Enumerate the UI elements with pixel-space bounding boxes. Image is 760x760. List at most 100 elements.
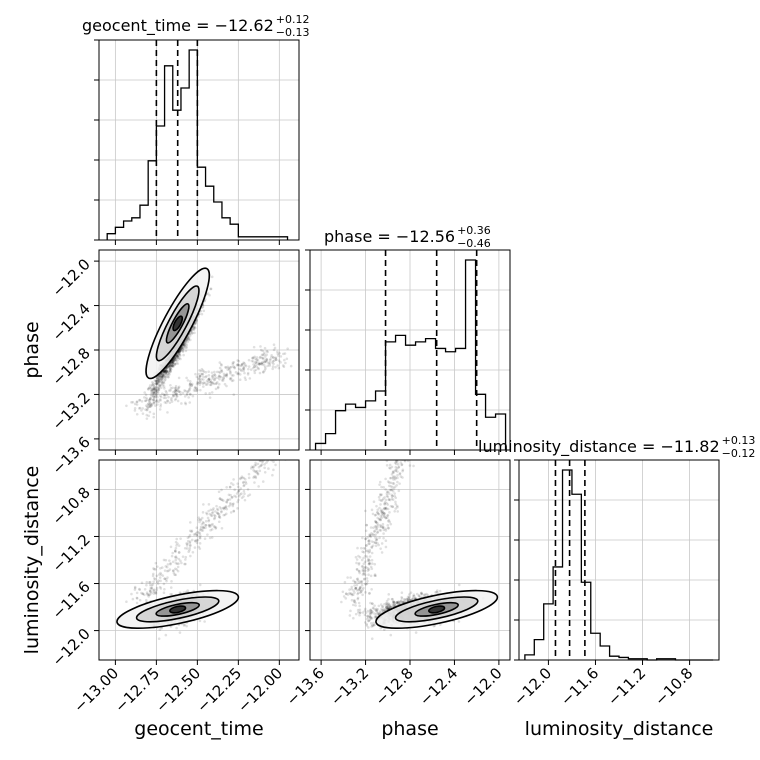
sample-point bbox=[232, 509, 236, 513]
sample-point bbox=[234, 370, 238, 374]
sample-point bbox=[146, 403, 150, 406]
sample-point bbox=[168, 367, 172, 371]
sample-point bbox=[260, 361, 264, 364]
sample-point bbox=[181, 349, 185, 353]
sample-point bbox=[258, 456, 261, 459]
sample-point bbox=[154, 591, 157, 594]
sample-point bbox=[368, 611, 372, 614]
sample-point bbox=[228, 485, 232, 489]
sample-point bbox=[146, 408, 149, 411]
sample-point bbox=[155, 376, 159, 380]
sample-point bbox=[135, 400, 139, 404]
sample-point bbox=[214, 527, 217, 530]
sample-point bbox=[208, 396, 212, 399]
sample-point bbox=[274, 365, 277, 369]
sample-point bbox=[202, 375, 205, 379]
sample-point bbox=[232, 374, 235, 377]
sample-point bbox=[244, 364, 248, 368]
sample-point bbox=[202, 526, 206, 530]
histogram-geocent_time bbox=[106, 49, 289, 240]
sample-point bbox=[276, 364, 279, 367]
sample-point bbox=[151, 392, 155, 396]
sample-point bbox=[173, 573, 176, 577]
sample-point bbox=[148, 589, 152, 592]
sample-point bbox=[175, 354, 179, 358]
sample-point bbox=[162, 373, 166, 377]
sample-point bbox=[158, 576, 162, 579]
sample-point bbox=[268, 361, 272, 364]
sample-point bbox=[179, 559, 182, 563]
sample-point bbox=[268, 362, 271, 366]
sample-point bbox=[209, 528, 212, 532]
sample-point bbox=[206, 383, 209, 386]
sample-point bbox=[164, 372, 168, 376]
sample-point bbox=[138, 598, 142, 602]
sample-point bbox=[195, 382, 199, 386]
sample-point bbox=[243, 363, 247, 367]
sample-point bbox=[210, 523, 213, 527]
sample-point bbox=[218, 515, 221, 518]
sample-point bbox=[260, 460, 264, 464]
sample-point bbox=[356, 608, 360, 612]
sample-point bbox=[179, 390, 182, 394]
sample-point bbox=[216, 508, 220, 512]
sample-point bbox=[188, 540, 192, 543]
sample-point bbox=[145, 405, 149, 408]
sample-point bbox=[363, 621, 367, 624]
sample-point bbox=[232, 478, 235, 481]
sample-point bbox=[283, 358, 286, 362]
sample-point bbox=[171, 364, 175, 367]
sample-point bbox=[406, 598, 410, 601]
sample-point bbox=[237, 364, 241, 367]
sample-point bbox=[229, 511, 233, 514]
sample-point bbox=[170, 361, 174, 365]
sample-point bbox=[178, 349, 182, 353]
sample-point bbox=[199, 369, 203, 373]
sample-point bbox=[175, 394, 179, 398]
sample-point bbox=[220, 369, 223, 373]
sample-point bbox=[276, 443, 279, 446]
sample-point bbox=[161, 381, 164, 385]
sample-point bbox=[263, 360, 266, 364]
sample-point bbox=[155, 398, 159, 402]
sample-point bbox=[183, 546, 187, 550]
sample-point bbox=[169, 363, 173, 366]
sample-point bbox=[230, 365, 233, 369]
sample-point bbox=[204, 523, 208, 527]
sample-point bbox=[222, 374, 226, 378]
sample-point bbox=[162, 380, 166, 384]
scatter-geocent_time-luminosity_distance bbox=[116, 443, 287, 641]
sample-point bbox=[164, 370, 168, 374]
sample-point bbox=[151, 382, 155, 385]
sample-point bbox=[250, 465, 254, 469]
sample-point bbox=[204, 519, 208, 523]
sample-point bbox=[210, 391, 214, 394]
sample-point bbox=[145, 408, 149, 412]
sample-point bbox=[151, 380, 154, 384]
sample-point bbox=[199, 373, 203, 376]
sample-point bbox=[185, 339, 188, 343]
sample-point bbox=[171, 359, 175, 363]
sample-point bbox=[157, 579, 160, 582]
sample-point bbox=[265, 461, 268, 464]
sample-point bbox=[176, 354, 180, 358]
sample-point bbox=[154, 561, 158, 565]
sample-point bbox=[259, 355, 262, 359]
sample-point bbox=[198, 536, 202, 540]
sample-point bbox=[285, 357, 289, 361]
sample-point bbox=[175, 626, 178, 630]
sample-point bbox=[173, 359, 176, 362]
sample-point bbox=[237, 498, 240, 502]
sample-point bbox=[224, 505, 227, 509]
sample-point bbox=[385, 602, 389, 605]
sample-point bbox=[154, 393, 158, 396]
sample-point bbox=[164, 370, 167, 374]
sample-point bbox=[281, 364, 285, 367]
sample-point bbox=[199, 381, 203, 384]
sample-point bbox=[207, 377, 210, 381]
sample-point bbox=[262, 353, 266, 356]
sample-point bbox=[159, 579, 162, 583]
sample-point bbox=[152, 390, 156, 393]
sample-point bbox=[232, 510, 236, 513]
sample-point bbox=[242, 495, 245, 498]
